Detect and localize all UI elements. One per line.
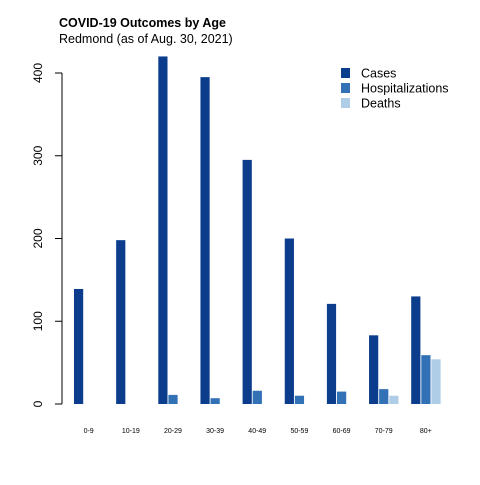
x-tick-label: 60-69 <box>333 428 351 435</box>
x-tick-label: 10-19 <box>122 428 140 435</box>
bar-hospitalizations <box>379 389 389 404</box>
bar-hospitalizations <box>210 398 220 404</box>
y-tick-label: 100 <box>31 311 45 331</box>
bar-hospitalizations <box>168 394 178 404</box>
bar-hospitalizations <box>294 395 305 404</box>
bar-cases <box>411 296 421 404</box>
x-axis-labels: 0-9 10-19 20-29 30-39 40-49 50-59 60-69 70-79 80… <box>84 428 432 435</box>
x-tick-label: 30-39 <box>206 428 224 435</box>
legend-swatch <box>341 98 350 108</box>
y-axis: 0 100 200 300 400 <box>31 63 63 407</box>
bar-cases <box>242 159 252 404</box>
bar-cases <box>116 240 126 404</box>
chart-subtitle: Redmond (as of Aug. 30, 2021) <box>59 32 233 46</box>
bar-cases <box>74 288 84 404</box>
bar-deaths <box>389 395 399 404</box>
chart-title: COVID-19 Outcomes by Age <box>59 16 226 30</box>
legend-swatch <box>341 83 350 93</box>
x-tick-label: 40-49 <box>248 428 266 435</box>
legend-label: Cases <box>361 67 396 81</box>
y-tick-label: 400 <box>31 63 45 83</box>
x-tick-label: 80+ <box>420 428 432 435</box>
y-tick-label: 300 <box>31 145 45 165</box>
bar-cases <box>158 56 168 404</box>
legend-label: Hospitalizations <box>361 82 449 96</box>
bar-cases <box>326 303 337 404</box>
bars-group <box>74 56 441 404</box>
bar-hospitalizations <box>252 390 262 404</box>
x-tick-label: 50-59 <box>290 428 308 435</box>
x-tick-label: 20-29 <box>164 428 182 435</box>
bar-cases <box>284 238 294 404</box>
legend-label: Deaths <box>361 97 401 111</box>
bar-cases <box>200 77 210 404</box>
bar-cases <box>369 335 379 404</box>
legend-swatch <box>341 68 350 78</box>
bar-hospitalizations <box>337 391 347 404</box>
y-tick-label: 0 <box>31 400 45 407</box>
bar-hospitalizations <box>421 355 431 404</box>
bar-deaths <box>431 359 441 404</box>
x-tick-label: 0-9 <box>84 428 94 435</box>
x-tick-label: 70-79 <box>375 428 393 435</box>
y-tick-label: 200 <box>31 228 45 248</box>
